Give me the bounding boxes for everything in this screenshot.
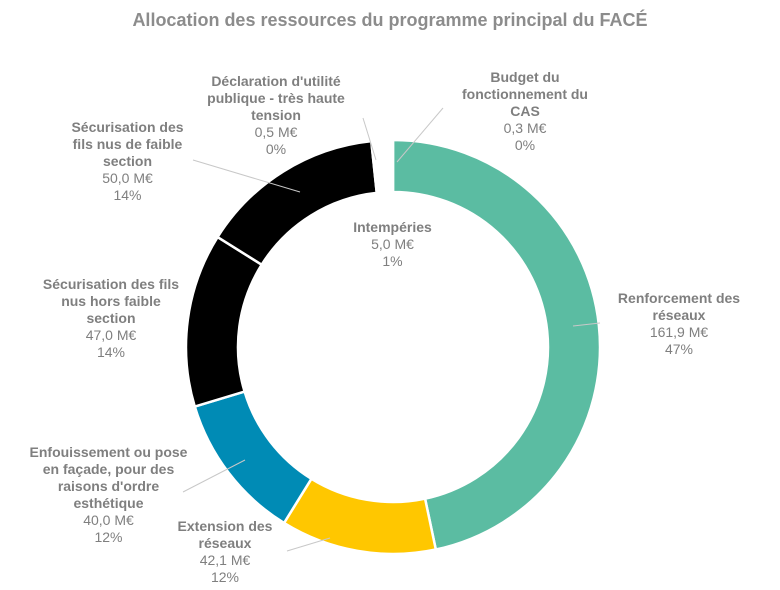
label-renforcement: Renforcement des réseaux 161,9 M€ 47% — [617, 290, 741, 357]
label-securisation-hors-faible: Sécurisation des fils nus hors faible se… — [42, 276, 180, 360]
donut-slice-securisation-hors-faible — [184, 235, 264, 409]
label-securisation-faible: Sécurisation des fils nus de faible sect… — [71, 119, 184, 203]
leader-line — [572, 322, 601, 327]
donut-slice-extension — [282, 477, 438, 556]
label-budget-fonctionnement: Budget du fonctionnement du CAS 0,3 M€ 0… — [462, 69, 588, 153]
leader-line — [286, 537, 331, 552]
label-intemperies: Intempéries 5,0 M€ 1% — [353, 219, 432, 269]
donut-slice-enfouissement — [193, 390, 314, 525]
label-enfouissement: Enfouissement ou pose en façade, pour de… — [29, 444, 188, 545]
leader-line — [182, 459, 246, 493]
leader-line — [396, 107, 444, 163]
label-declaration-utilite-publique: Déclaration d'utilité publique - très ha… — [207, 73, 345, 157]
donut-slice-budget-fonctionnement — [390, 138, 395, 194]
leader-line — [362, 117, 377, 161]
donut-slice-renforcement — [391, 138, 602, 552]
chart-title: Allocation des ressources du programme p… — [132, 10, 648, 30]
leader-line — [192, 159, 301, 193]
label-extension: Extension des réseaux 42,1 M€ 12% — [177, 518, 273, 585]
